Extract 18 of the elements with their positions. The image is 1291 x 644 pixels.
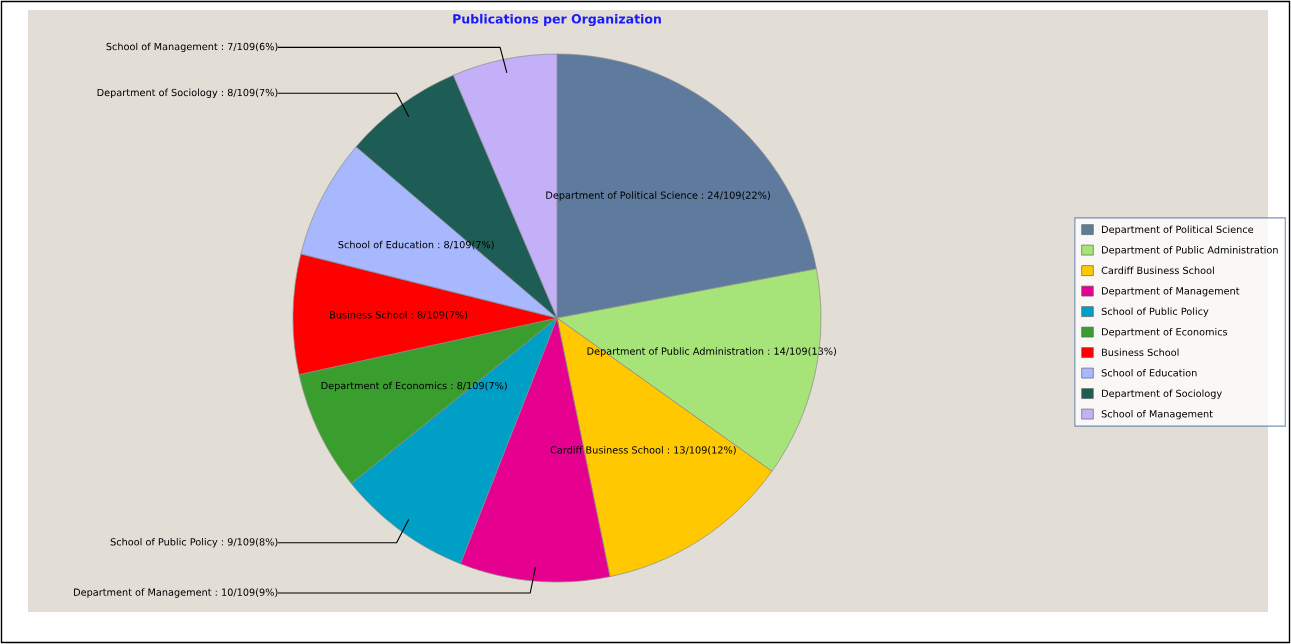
- data-label: School of Management : 7/109(6%): [106, 42, 278, 53]
- legend-label: Business School: [1102, 348, 1179, 356]
- data-label: Department of Public Administration : 14/109(13%): [587, 347, 836, 357]
- legend-label: Cardiff Business School: [1101, 266, 1214, 275]
- legend-label: Department of Political Science: [1102, 225, 1254, 235]
- chart-title: Publications per Organization: [453, 13, 661, 27]
- data-label: Cardiff Business School : 13/109(12%): [550, 446, 736, 455]
- legend-label: Department of Sociology: [1102, 389, 1222, 399]
- legend-label: Department of Public Administration: [1102, 246, 1278, 256]
- data-label: Business School : 8/109(7%): [330, 311, 468, 320]
- data-label: Department of Sociology : 8/109(7%): [97, 88, 278, 99]
- legend-label: School of Education: [1101, 368, 1197, 377]
- legend-label: Department of Economics: [1102, 327, 1228, 338]
- data-label: School of Public Policy : 9/109(8%): [110, 537, 278, 548]
- legend-label: School of Management: [1101, 409, 1213, 420]
- legend-label: School of Public Policy: [1101, 307, 1209, 317]
- data-label: Department of Management : 10/109(9%): [74, 588, 278, 598]
- legend-label: Department of Management: [1102, 286, 1240, 297]
